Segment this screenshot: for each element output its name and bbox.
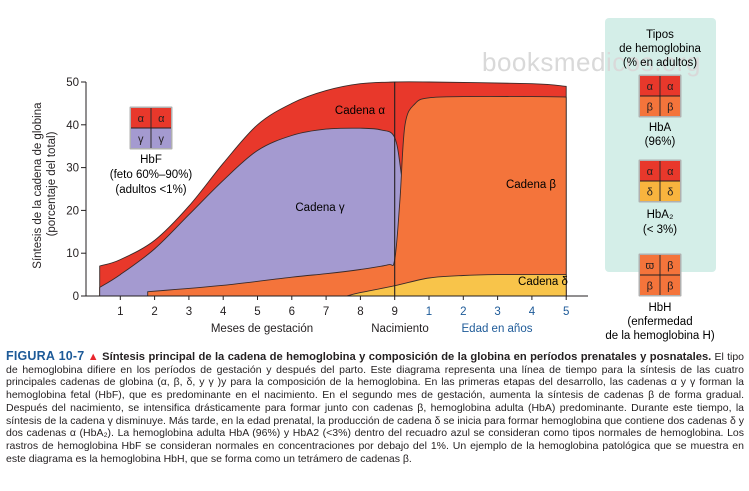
series-label-beta: Cadena β [506,179,556,191]
hba-glyph-10: β [647,102,653,114]
x-tick-label-month-6: 6 [289,306,295,318]
hba2-cell-10 [640,181,660,201]
hbh-glyph-01: β [667,260,673,272]
x-tick-label-month-5: 5 [254,306,260,318]
x-tick-label-month-9: 9 [391,306,397,318]
hbh-glyph-10: β [647,281,653,293]
hbh-cell-10 [640,275,660,295]
hbf-name: HbF [140,154,162,166]
hba-pct: (96%) [645,136,676,148]
series-label-gamma: Cadena γ [295,202,344,214]
hba-cell-00 [640,76,660,96]
hbf-glyph-11: γ [159,134,165,146]
hbf-cell-10 [131,128,151,148]
watermark: booksmedicos.org [482,47,701,77]
hba2-cell-00 [640,161,660,181]
hbf-glyph-10: γ [138,134,144,146]
caption-label: FIGURA 10-7 [6,349,85,363]
hba-cell-10 [640,96,660,116]
hbh-cell-11 [660,275,680,295]
area-delta [346,274,567,297]
y-tick-label-20: 20 [66,205,79,217]
hba2-cell-11 [660,181,680,201]
hba2-cell-01 [660,161,680,181]
y-tick-label-0: 0 [73,291,79,303]
x-tick-label-month-8: 8 [357,306,363,318]
caption-triangle-icon: ▲ [87,351,99,363]
hba2-glyph-01: α [667,166,674,178]
x-tick-label-month-7: 7 [323,306,329,318]
y-tick-label-30: 30 [66,163,79,175]
hbh-desc-1: (enfermedad [627,316,692,328]
legend-title-1: Tipos [646,29,674,41]
hbh-cell-01 [660,255,680,275]
hbf-desc-adult: (adultos <1%) [115,184,186,196]
hba2-glyph-00: α [647,166,654,178]
caption-body: El tipo de hemoglobina difiere en los pe… [6,351,745,465]
hba-name: HbA [649,122,672,134]
y-axis-label: Síntesis de la cadena de globina (porcen… [32,99,58,268]
area-beta [147,95,567,297]
figure-caption: FIGURA 10-7 ▲ Síntesis principal de la c… [6,350,744,465]
legend-panel [605,18,716,272]
hbf-desc-fetus: (feto 60%–90%) [110,169,193,181]
hba-glyph-00: α [647,81,654,93]
x-tick-label-month-3: 3 [186,306,192,318]
x-label-birth: Nacimiento [371,323,429,335]
hbf-glyph-01: α [158,113,165,125]
x-tick-label-year-4: 4 [529,306,536,318]
hba-glyph-11: β [667,102,673,114]
chart-areas [99,81,567,297]
hemoglobin-chart-figure: booksmedicos.org 0 10 20 30 40 50 1 2 3 4 5 6 7 8 9 1 2 3… [32,18,716,342]
x-tick-label-year-1: 1 [426,306,432,318]
hba2-glyph-10: δ [647,187,653,199]
hba2-globin-icon: α αδ δ [638,159,682,203]
x-tick-label-month-2: 2 [151,306,157,318]
hba2-pct: (< 3%) [643,224,677,236]
y-tick-label-40: 40 [66,120,79,132]
caption-title: Síntesis principal de la cadena de hemog… [102,351,712,363]
hbh-name: HbH [648,302,671,314]
x-tick-label-year-3: 3 [494,306,500,318]
hba2-name: HbA₂ [647,209,674,221]
hbf-globin-icon: α αγ γ [129,106,173,150]
hbh-glyph-00: ϖ [645,260,654,272]
x-tick-label-month-4: 4 [220,306,227,318]
hba-cell-01 [660,76,680,96]
hbh-desc-2: de la hemoglobina H) [605,330,714,342]
series-label-alpha: Cadena α [335,105,385,117]
legend-title-3: (% en adultos) [623,57,697,69]
hba-glyph-01: α [667,81,674,93]
y-tick-label-50: 50 [66,77,79,89]
hba2-glyph-11: δ [667,187,673,199]
x-tick-label-year-5: 5 [563,306,569,318]
hbf-cell-01 [151,108,171,128]
hbh-cell-00 [640,255,660,275]
hbh-glyph-11: β [667,281,673,293]
hbh-globin-icon: ϖ ββ β [638,253,682,297]
y-tick-label-10: 10 [66,248,79,260]
x-label-years: Edad en años [462,323,533,335]
x-tick-label-month-1: 1 [117,306,123,318]
x-label-gestation: Meses de gestación [211,323,313,335]
hbf-cell-11 [151,128,171,148]
hba-cell-11 [660,96,680,116]
series-label-delta: Cadena δ [518,276,568,288]
hbf-cell-00 [131,108,151,128]
x-tick-label-year-2: 2 [460,306,466,318]
hbf-glyph-00: α [138,113,145,125]
chart-axes: 0 10 20 30 40 50 1 2 3 4 5 6 7 8 9 1 2 3 4 5 Meses de gestac… [66,77,588,335]
hba-globin-icon: α αβ β [638,74,682,118]
legend-title-2: de hemoglobina [619,43,701,55]
